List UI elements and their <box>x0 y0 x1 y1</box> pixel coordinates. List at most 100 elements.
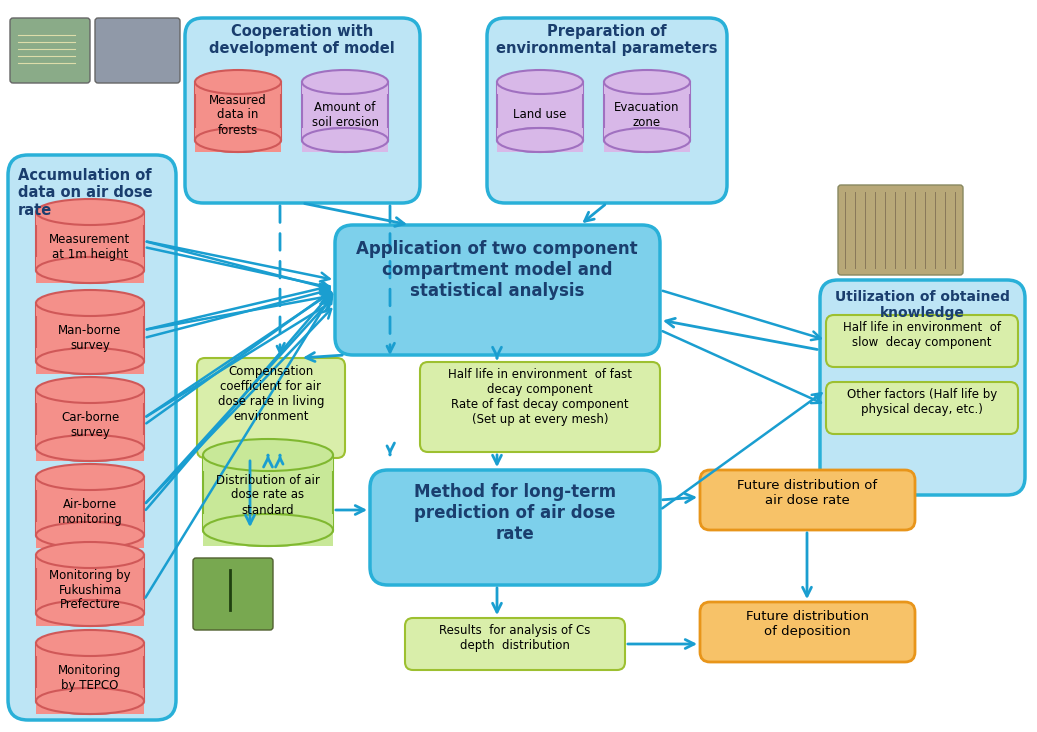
Ellipse shape <box>36 257 144 283</box>
Ellipse shape <box>203 514 333 546</box>
Ellipse shape <box>36 630 144 656</box>
Polygon shape <box>36 643 144 701</box>
Text: Accumulation of
data on air dose
rate: Accumulation of data on air dose rate <box>18 168 152 218</box>
Text: Land use: Land use <box>513 108 566 122</box>
FancyBboxPatch shape <box>838 185 963 275</box>
FancyBboxPatch shape <box>420 362 660 452</box>
Polygon shape <box>36 348 144 374</box>
Polygon shape <box>302 82 388 94</box>
FancyBboxPatch shape <box>487 18 727 203</box>
Ellipse shape <box>36 348 144 374</box>
Text: Method for long-term
prediction of air dose
rate: Method for long-term prediction of air d… <box>414 483 616 542</box>
FancyBboxPatch shape <box>197 358 345 458</box>
Ellipse shape <box>36 522 144 548</box>
FancyBboxPatch shape <box>8 155 176 720</box>
FancyBboxPatch shape <box>405 618 625 670</box>
FancyBboxPatch shape <box>10 18 90 83</box>
Ellipse shape <box>36 257 144 283</box>
Polygon shape <box>203 455 333 530</box>
Text: Cooperation with
development of model: Cooperation with development of model <box>209 24 395 56</box>
Text: Man-borne
survey: Man-borne survey <box>58 324 121 352</box>
Polygon shape <box>604 128 690 152</box>
FancyBboxPatch shape <box>193 558 273 630</box>
Ellipse shape <box>497 70 583 94</box>
Ellipse shape <box>36 688 144 714</box>
FancyBboxPatch shape <box>826 315 1018 367</box>
Text: Future distribution of
air dose rate: Future distribution of air dose rate <box>737 479 877 507</box>
Ellipse shape <box>36 290 144 316</box>
Polygon shape <box>203 455 333 471</box>
Polygon shape <box>195 128 281 152</box>
Text: Preparation of
environmental parameters: Preparation of environmental parameters <box>497 24 718 56</box>
Polygon shape <box>36 390 144 448</box>
Text: Future distribution
of deposition: Future distribution of deposition <box>746 610 869 638</box>
Polygon shape <box>302 128 388 152</box>
Ellipse shape <box>36 542 144 568</box>
Text: Application of two component
compartment model and
statistical analysis: Application of two component compartment… <box>356 240 638 299</box>
Polygon shape <box>36 257 144 283</box>
Text: Monitoring by
Fukushima
Prefecture: Monitoring by Fukushima Prefecture <box>49 569 131 611</box>
Ellipse shape <box>497 128 583 152</box>
Text: Measurement
at 1m height: Measurement at 1m height <box>50 233 131 261</box>
FancyBboxPatch shape <box>370 470 660 585</box>
Ellipse shape <box>36 464 144 490</box>
Polygon shape <box>36 435 144 461</box>
FancyBboxPatch shape <box>335 225 660 355</box>
Polygon shape <box>302 82 388 140</box>
Polygon shape <box>36 555 144 568</box>
Polygon shape <box>195 82 281 140</box>
Polygon shape <box>604 82 690 94</box>
Ellipse shape <box>604 128 690 152</box>
Polygon shape <box>497 82 583 94</box>
Ellipse shape <box>36 435 144 461</box>
Polygon shape <box>36 555 144 613</box>
Ellipse shape <box>36 348 144 374</box>
Ellipse shape <box>195 128 281 152</box>
FancyBboxPatch shape <box>185 18 420 203</box>
Polygon shape <box>36 303 144 316</box>
Text: Utilization of obtained
knowledge: Utilization of obtained knowledge <box>835 290 1009 320</box>
Polygon shape <box>36 390 144 403</box>
Polygon shape <box>203 514 333 546</box>
FancyBboxPatch shape <box>700 602 915 662</box>
Text: Car-borne
survey: Car-borne survey <box>61 411 119 439</box>
Text: Compensation
coefficient for air
dose rate in living
environment: Compensation coefficient for air dose ra… <box>218 365 325 423</box>
Text: Measured
data in
forests: Measured data in forests <box>209 94 267 136</box>
Ellipse shape <box>604 128 690 152</box>
Ellipse shape <box>36 522 144 548</box>
Polygon shape <box>497 128 583 152</box>
Text: Air-borne
monitoring: Air-borne monitoring <box>58 498 122 526</box>
Ellipse shape <box>302 128 388 152</box>
FancyBboxPatch shape <box>700 470 915 530</box>
Polygon shape <box>36 303 144 361</box>
Polygon shape <box>36 477 144 490</box>
Ellipse shape <box>302 128 388 152</box>
Text: Distribution of air
dose rate as
standard: Distribution of air dose rate as standar… <box>216 474 320 517</box>
Text: Other factors (Half life by
physical decay, etc.): Other factors (Half life by physical dec… <box>847 388 998 416</box>
Ellipse shape <box>203 439 333 471</box>
Polygon shape <box>36 600 144 626</box>
Polygon shape <box>497 82 583 140</box>
Ellipse shape <box>302 70 388 94</box>
Ellipse shape <box>36 600 144 626</box>
FancyBboxPatch shape <box>95 18 180 83</box>
Text: Amount of
soil erosion: Amount of soil erosion <box>311 101 379 129</box>
FancyBboxPatch shape <box>820 280 1025 495</box>
Ellipse shape <box>195 128 281 152</box>
Text: Results  for analysis of Cs
depth  distribution: Results for analysis of Cs depth distrib… <box>440 624 591 652</box>
Ellipse shape <box>36 435 144 461</box>
Ellipse shape <box>36 377 144 403</box>
Text: Half life in environment  of
slow  decay component: Half life in environment of slow decay c… <box>843 321 1001 349</box>
Text: Monitoring
by TEPCO: Monitoring by TEPCO <box>58 664 121 692</box>
Ellipse shape <box>195 70 281 94</box>
Ellipse shape <box>497 128 583 152</box>
Text: Evacuation
zone: Evacuation zone <box>614 101 679 129</box>
Ellipse shape <box>203 514 333 546</box>
Text: Half life in environment  of fast
decay component
Rate of fast decay component
(: Half life in environment of fast decay c… <box>448 368 632 426</box>
Ellipse shape <box>36 600 144 626</box>
Ellipse shape <box>604 70 690 94</box>
Polygon shape <box>36 522 144 548</box>
Polygon shape <box>36 212 144 270</box>
Polygon shape <box>195 82 281 94</box>
Polygon shape <box>36 212 144 225</box>
